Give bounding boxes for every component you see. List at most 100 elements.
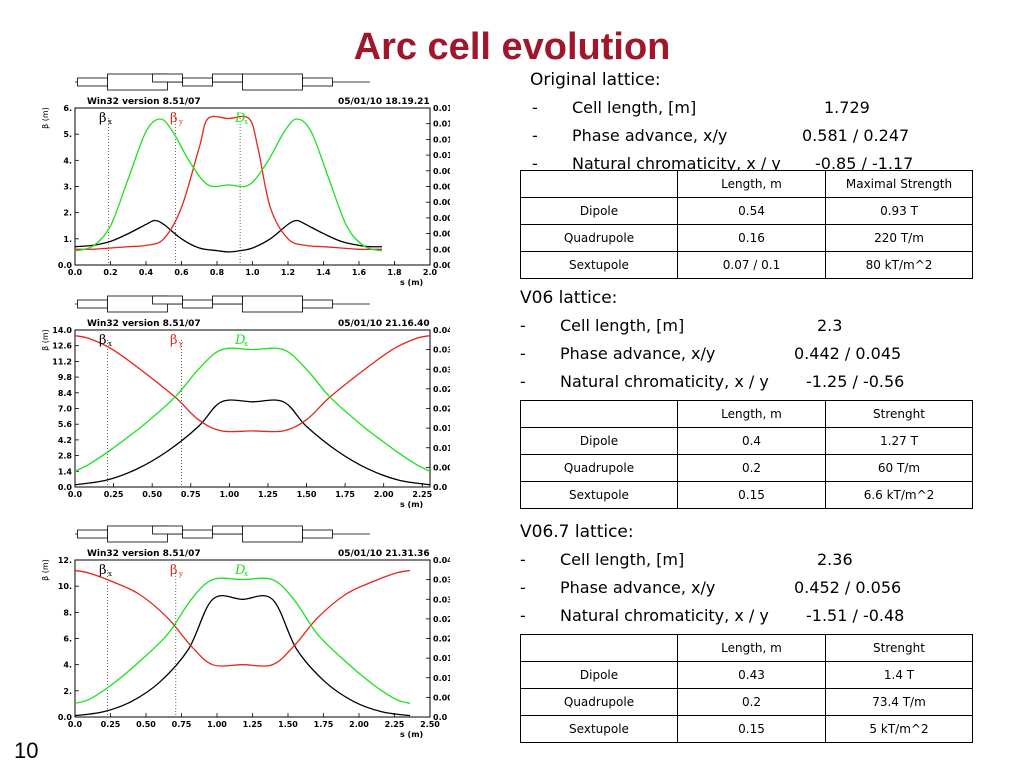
bullet-label: Natural chromaticity, x / y [560, 606, 769, 625]
x-tick-label: 1.00 [207, 720, 227, 729]
x-tick-label: 0.8 [210, 268, 225, 277]
bullet-label: Phase advance, x/y [572, 126, 728, 145]
legend-subscript: x [108, 118, 112, 126]
slide-title: Arc cell evolution [353, 26, 671, 68]
magnet-box [242, 295, 303, 313]
legend-subscript: x [244, 340, 248, 348]
y2-tick-label: 0.005 [433, 693, 450, 702]
x-tick-label: 0.0 [68, 268, 83, 277]
bullet-value: -1.51 / -0.48 [806, 606, 905, 625]
y-axis-label: β (m) [41, 559, 50, 581]
table-cell: 0.15 [677, 715, 826, 743]
x-tick-label: 2.50 [420, 720, 440, 729]
y2-tick-label: 0.010 [433, 674, 450, 683]
table-cell: Dipole [520, 661, 678, 689]
legend-subscript: y [178, 118, 183, 126]
bullet-value: 0.452 / 0.056 [794, 578, 902, 597]
bullet-dash: - [520, 372, 526, 391]
x-tick-label: 1.0 [245, 268, 260, 277]
magnet-box [242, 73, 303, 91]
plot-header: Win32 version 8.51/07 [87, 319, 201, 329]
lattice-heading: V06.7 lattice: [520, 522, 634, 542]
table-cell: Length, m [677, 400, 826, 428]
series-line-Dx [74, 577, 411, 704]
table-cell: 5 kT/m^2 [825, 715, 973, 743]
table-row: Dipole 0.4 1.27 T [520, 427, 973, 455]
legend-label: β [170, 563, 178, 578]
y2-tick-label: 0.003 [433, 261, 450, 270]
plot-timestamp: 05/01/10 21.16.40 [338, 319, 430, 329]
bullet-dash: - [520, 578, 526, 597]
x-tick-label: 1.50 [278, 720, 298, 729]
x-tick-label: 0.25 [104, 490, 124, 499]
table-cell: 1.4 T [825, 661, 973, 689]
bullet-value: 1.729 [824, 98, 870, 117]
y2-tick-label: 0.007 [433, 198, 450, 207]
y-tick-label: 1.4 [58, 467, 73, 476]
x-axis-label: s (m) [400, 500, 423, 509]
table-cell: Strenght [825, 400, 973, 428]
table-cell: 0.54 [677, 197, 826, 225]
table-cell: 6.6 kT/m^2 [825, 481, 973, 509]
magnet-layout-strip [75, 525, 370, 543]
bullet-label: Cell length, [m] [560, 316, 685, 335]
y-axis-label: β (m) [41, 107, 50, 129]
x-tick-label: 0.50 [136, 720, 156, 729]
table-cell: Dipole [520, 197, 678, 225]
table-cell: Quadrupole [520, 224, 678, 252]
bullet-dash: - [532, 154, 538, 173]
x-tick-label: 0.50 [142, 490, 162, 499]
y-tick-label: 10. [58, 582, 72, 591]
table-row: Quadrupole 0.16 220 T/m [520, 224, 973, 252]
table-cell: 0.4 [677, 427, 826, 455]
series-line-βy [74, 115, 382, 251]
y2-tick-label: 0.0 [433, 483, 448, 492]
bullet-dash: - [532, 98, 538, 117]
y2-tick-label: 0.025 [433, 615, 450, 624]
lattice-function-plot: Win32 version 8.51/07 05/01/10 21.31.360.… [41, 525, 450, 739]
y2-tick-label: 0.0 [433, 713, 448, 722]
lattice-function-plot: Win32 version 8.51/07 05/01/10 18.19.210.… [41, 73, 450, 287]
y-tick-label: 9.8 [58, 373, 73, 382]
magnet-box [242, 525, 303, 543]
magnet-box [212, 73, 243, 83]
magnet-box [212, 295, 243, 305]
table-cell: 0.93 T [825, 197, 973, 225]
magnet-box [77, 529, 108, 539]
table-cell: 80 kT/m^2 [825, 251, 973, 279]
bullet-value: 0.581 / 0.247 [802, 126, 910, 145]
y2-tick-label: 0.009 [433, 167, 450, 176]
page-number: 10 [14, 738, 39, 763]
y-tick-label: 1. [63, 235, 72, 244]
series-line-βx [74, 595, 411, 717]
magnet-table: Length, m Strenght Dipole 0.43 1.4 T Qua… [520, 634, 973, 743]
x-tick-label: 1.75 [335, 490, 355, 499]
table-cell: 60 T/m [825, 454, 973, 482]
series-line-βy [74, 569, 411, 667]
y-tick-label: 11.2 [52, 357, 72, 366]
lattice-heading: Original lattice: [530, 70, 661, 90]
magnet-layout-strip [75, 73, 370, 91]
x-tick-label: 0.0 [68, 490, 83, 499]
x-tick-label: 1.2 [281, 268, 295, 277]
table-header-row: Length, m Strenght [520, 634, 973, 662]
y-tick-label: 4. [63, 661, 72, 670]
table-cell: Sextupole [520, 251, 678, 279]
y-tick-label: 0.0 [58, 713, 73, 722]
magnet-box [152, 73, 183, 83]
x-tick-label: 0.75 [172, 720, 192, 729]
plot-original-lattice: Win32 version 8.51/07 05/01/10 18.19.21 0.… [40, 70, 450, 292]
table-header-row: Length, m Strenght [520, 400, 973, 428]
x-tick-label: 2.25 [412, 490, 432, 499]
table-row: Quadrupole 0.2 60 T/m [520, 454, 973, 482]
table-cell: Length, m [677, 170, 826, 198]
y2-tick-label: 0.013 [433, 104, 450, 113]
magnet-box [212, 525, 243, 535]
y-tick-label: 12. [58, 556, 72, 565]
x-axis-label: s (m) [400, 730, 423, 739]
y2-tick-label: 0.040 [433, 556, 450, 565]
legend-subscript: y [178, 340, 183, 348]
legend-subscript: y [178, 570, 183, 578]
bullet-value: 0.442 / 0.045 [794, 344, 902, 363]
y2-tick-label: 0.010 [433, 444, 450, 453]
